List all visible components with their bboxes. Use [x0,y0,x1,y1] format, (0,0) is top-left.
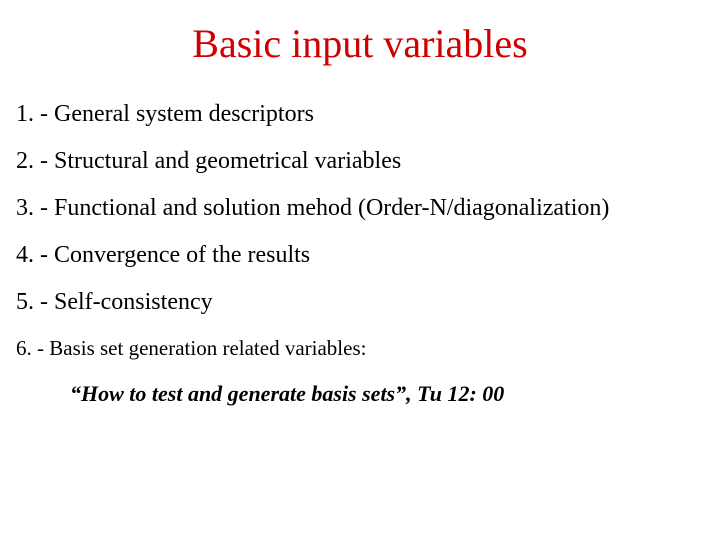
list-item: 4. - Convergence of the results [16,242,704,269]
list-item: 2. - Structural and geometrical variable… [16,148,704,175]
slide: Basic input variables 1. - General syste… [0,0,720,540]
list-item: 3. - Functional and solution mehod (Orde… [16,195,704,222]
list-item: 5. - Self-consistency [16,289,704,316]
list-item: 1. - General system descriptors [16,101,704,128]
subnote: “How to test and generate basis sets”, T… [16,381,704,407]
list-item: 6. - Basis set generation related variab… [16,336,704,361]
slide-title: Basic input variables [16,20,704,67]
